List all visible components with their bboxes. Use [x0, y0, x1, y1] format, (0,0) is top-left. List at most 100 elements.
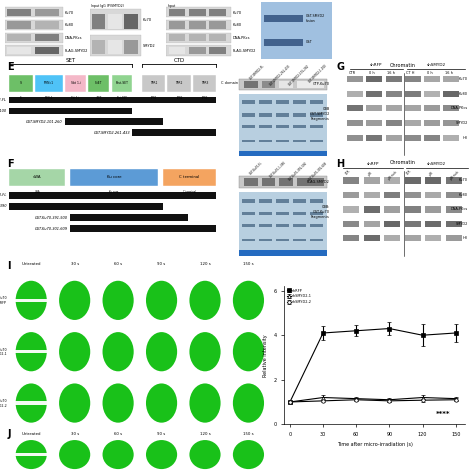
Bar: [446, 191, 462, 198]
Bar: [384, 177, 400, 183]
Bar: [405, 76, 421, 82]
Bar: [92, 15, 105, 28]
Ellipse shape: [102, 281, 134, 320]
Text: GST-Ku70-391-500: GST-Ku70-391-500: [35, 216, 67, 219]
Bar: [405, 220, 421, 227]
Bar: [347, 105, 363, 111]
Bar: [310, 199, 323, 202]
Text: Fragments: Fragments: [311, 117, 330, 120]
Bar: [70, 169, 158, 186]
Text: GST-SMYD2-101-260: GST-SMYD2-101-260: [26, 120, 63, 124]
Ellipse shape: [59, 440, 90, 469]
Bar: [366, 76, 383, 82]
Text: CTR: CTR: [406, 169, 413, 175]
Bar: [35, 75, 63, 92]
Text: TPR3: TPR3: [201, 96, 208, 100]
Bar: [310, 125, 323, 128]
Text: C terminal: C terminal: [183, 190, 196, 194]
Bar: [366, 135, 383, 141]
Text: 150 s: 150 s: [243, 432, 254, 436]
Text: shSMYD2: shSMYD2: [427, 64, 446, 67]
Text: TPR1: TPR1: [150, 96, 156, 100]
Bar: [424, 76, 440, 82]
Text: DNA-PKcs: DNA-PKcs: [233, 36, 250, 40]
Bar: [443, 120, 459, 126]
Bar: [5, 20, 63, 30]
Ellipse shape: [59, 383, 90, 423]
Bar: [424, 135, 440, 141]
Bar: [35, 9, 59, 16]
Bar: [446, 177, 462, 183]
Bar: [108, 40, 121, 54]
Text: Ku80: Ku80: [64, 23, 73, 27]
Bar: [193, 75, 216, 92]
Text: TPR2: TPR2: [175, 82, 182, 85]
Bar: [12, 299, 50, 302]
Bar: [384, 206, 400, 212]
Bar: [424, 105, 440, 111]
Text: GTP-Ku70: GTP-Ku70: [313, 82, 330, 86]
Text: SET: SET: [66, 57, 76, 63]
Bar: [446, 235, 462, 241]
Text: Fragments: Fragments: [311, 215, 330, 219]
Bar: [142, 75, 165, 92]
Bar: [242, 199, 255, 202]
Bar: [405, 135, 421, 141]
Text: GST-Ku70-FL: GST-Ku70-FL: [249, 161, 264, 176]
Bar: [124, 40, 137, 54]
Text: DNA-PKcs: DNA-PKcs: [64, 36, 82, 40]
Bar: [239, 192, 327, 256]
Text: H3: H3: [463, 136, 468, 140]
Bar: [343, 191, 359, 198]
Bar: [35, 34, 59, 41]
Text: $\gamma$IR+inh: $\gamma$IR+inh: [386, 169, 400, 183]
Bar: [239, 151, 327, 156]
Ellipse shape: [190, 440, 220, 469]
Bar: [426, 206, 441, 212]
Bar: [92, 40, 105, 54]
Bar: [366, 120, 383, 126]
Ellipse shape: [102, 383, 134, 423]
Text: Input: Input: [168, 4, 176, 8]
Ellipse shape: [233, 281, 264, 320]
Text: CTR: CTR: [349, 71, 356, 75]
Bar: [310, 224, 323, 227]
Bar: [242, 140, 255, 142]
Text: vWA: vWA: [33, 175, 42, 179]
Text: GST-Ku70-FL: GST-Ku70-FL: [0, 193, 7, 197]
Bar: [90, 9, 141, 30]
Ellipse shape: [146, 281, 177, 320]
Ellipse shape: [190, 332, 220, 371]
Bar: [426, 191, 441, 198]
Bar: [163, 169, 216, 186]
Text: GST-SMYD2-261-433: GST-SMYD2-261-433: [93, 131, 130, 135]
Bar: [245, 81, 258, 88]
Bar: [426, 220, 441, 227]
Text: FLAG-SMYD2: FLAG-SMYD2: [64, 49, 88, 53]
Text: GST-SMYD2-FL: GST-SMYD2-FL: [0, 98, 7, 102]
Bar: [443, 105, 459, 111]
Bar: [5, 33, 63, 43]
Bar: [343, 235, 359, 241]
Bar: [276, 239, 289, 241]
Bar: [262, 81, 275, 88]
Bar: [90, 35, 141, 56]
Bar: [65, 75, 86, 92]
Text: Ku70: Ku70: [459, 77, 468, 81]
Bar: [9, 169, 65, 186]
Bar: [7, 47, 31, 54]
Text: 90 s: 90 s: [157, 262, 166, 265]
Text: GST-Ku70-1-390: GST-Ku70-1-390: [0, 204, 7, 209]
Bar: [366, 91, 383, 97]
Ellipse shape: [146, 332, 177, 371]
Bar: [264, 15, 303, 22]
Bar: [347, 76, 363, 82]
Bar: [276, 212, 289, 215]
Bar: [9, 203, 163, 210]
Text: $\gamma$IR+inh: $\gamma$IR+inh: [447, 169, 462, 183]
Text: 120 s: 120 s: [200, 432, 210, 436]
Bar: [189, 47, 206, 54]
Bar: [239, 79, 327, 90]
Bar: [424, 91, 440, 97]
Text: $\gamma$IR: $\gamma$IR: [365, 169, 375, 179]
